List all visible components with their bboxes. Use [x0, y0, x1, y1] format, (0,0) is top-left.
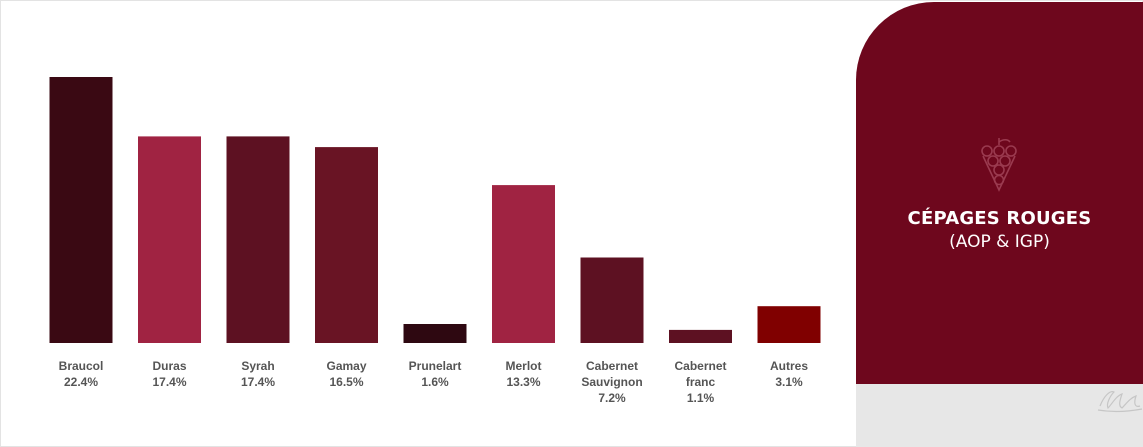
category-name-2: Syrah: [241, 359, 274, 373]
value-label-8: 3.1%: [775, 375, 803, 389]
panel-footer: [856, 384, 1143, 447]
category-name-6: Cabernet: [586, 359, 638, 373]
bar-4: [403, 324, 467, 343]
category-label-8: Autres 3.1%: [770, 359, 808, 389]
bars-group: [49, 77, 821, 343]
category-name-4: Prunelart: [409, 359, 462, 373]
bar-8: [757, 306, 821, 343]
bar-6: [580, 257, 644, 343]
category-name-6: Sauvignon: [581, 375, 642, 389]
category-name-1: Duras: [152, 359, 186, 373]
category-label-4: Prunelart 1.6%: [409, 359, 462, 389]
panel-title: CÉPAGES ROUGES: [907, 208, 1092, 229]
category-label-0: Braucol 22.4%: [59, 359, 104, 389]
title-panel: [856, 2, 1143, 384]
category-name-7: Cabernet: [674, 359, 726, 373]
category-label-5: Merlot 13.3%: [506, 359, 542, 389]
category-name-3: Gamay: [326, 359, 366, 373]
category-label-7: Cabernet franc 1.1%: [674, 359, 726, 405]
category-label-6: Cabernet Sauvignon 7.2%: [581, 359, 642, 405]
panel-subtitle: (AOP & IGP): [949, 232, 1050, 252]
bar-7: [669, 329, 732, 343]
bar-5: [492, 185, 555, 343]
category-name-5: Merlot: [506, 359, 542, 373]
category-label-3: Gamay 16.5%: [326, 359, 366, 389]
category-name-8: Autres: [770, 359, 808, 373]
bar-3: [315, 147, 378, 343]
category-label-1: Duras 17.4%: [152, 359, 186, 389]
category-labels-group: Braucol 22.4% Duras 17.4% Syrah 17.4% Gamay 16.…: [59, 359, 809, 405]
value-label-3: 16.5%: [329, 375, 363, 389]
value-label-1: 17.4%: [152, 375, 186, 389]
value-label-7: 1.1%: [687, 391, 715, 405]
bar-1: [138, 136, 201, 343]
bar-2: [226, 136, 290, 343]
bar-chart: Braucol 22.4% Duras 17.4% Syrah 17.4% Gamay 16.…: [49, 77, 821, 405]
value-label-2: 17.4%: [241, 375, 275, 389]
value-label-6: 7.2%: [598, 391, 626, 405]
value-label-4: 1.6%: [421, 375, 449, 389]
grape-icon: [981, 138, 1017, 192]
value-label-5: 13.3%: [506, 375, 540, 389]
category-label-2: Syrah 17.4%: [241, 359, 275, 389]
category-name-7: franc: [686, 375, 716, 389]
signature-logo: [1097, 391, 1143, 412]
value-label-0: 22.4%: [64, 375, 98, 389]
bar-0: [49, 77, 113, 343]
category-name-0: Braucol: [59, 359, 104, 373]
